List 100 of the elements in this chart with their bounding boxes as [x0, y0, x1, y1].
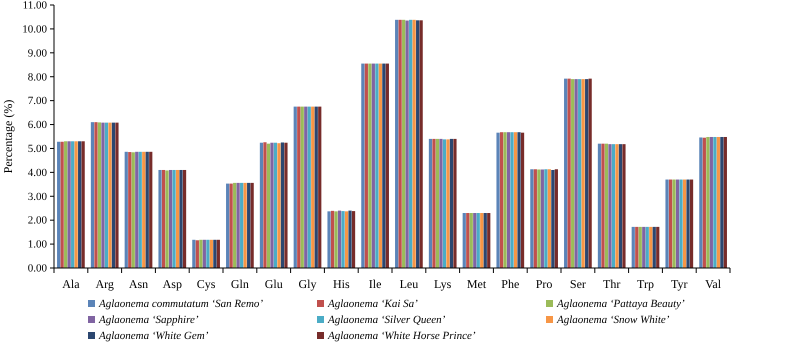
- bar: [548, 169, 551, 268]
- bar: [710, 136, 713, 268]
- bar: [690, 180, 694, 268]
- bar: [520, 132, 524, 268]
- bar: [672, 180, 676, 268]
- bar: [568, 78, 571, 268]
- bar: [398, 20, 402, 268]
- bar: [60, 142, 64, 268]
- bar: [601, 144, 605, 268]
- bar: [368, 64, 372, 268]
- bar: [622, 144, 626, 268]
- y-tick-label: 0.00: [28, 262, 48, 275]
- bar: [578, 79, 582, 268]
- y-tick-label: 3.00: [28, 190, 48, 203]
- bar: [104, 122, 108, 268]
- x-tick-label: Phe: [501, 277, 520, 291]
- bar: [108, 122, 112, 268]
- bar: [90, 122, 94, 268]
- bar: [348, 210, 352, 268]
- bar: [284, 142, 288, 268]
- bar: [82, 141, 85, 268]
- bar: [665, 180, 669, 268]
- y-tick-label: 5.00: [28, 142, 48, 155]
- x-tick-label: Glu: [264, 277, 283, 291]
- legend-label: Aglaonema ‘Sapphire’: [98, 314, 199, 326]
- bar: [480, 213, 484, 268]
- bar: [250, 182, 254, 268]
- bar: [182, 170, 186, 268]
- y-tick-label: 8.00: [28, 71, 48, 84]
- bar: [574, 79, 578, 268]
- bar: [68, 141, 71, 268]
- legend-label: Aglaonema ‘Snow White’: [556, 314, 670, 326]
- bar: [334, 211, 338, 268]
- bar: [378, 64, 382, 268]
- bar: [338, 210, 342, 268]
- bar: [530, 169, 534, 268]
- bar: [702, 138, 706, 268]
- x-tick-label: Tyr: [671, 277, 688, 291]
- bar: [484, 213, 487, 268]
- bar: [196, 240, 199, 268]
- bar: [179, 170, 183, 268]
- bar: [263, 142, 267, 268]
- bar: [341, 211, 345, 268]
- bar: [466, 213, 470, 268]
- bar: [210, 240, 213, 268]
- bar: [352, 211, 356, 268]
- bar: [571, 79, 574, 268]
- bar: [612, 144, 616, 268]
- x-tick-label: Asp: [162, 277, 182, 291]
- bar: [94, 122, 98, 268]
- bar: [192, 240, 196, 268]
- bar: [176, 170, 180, 268]
- bar: [540, 169, 544, 268]
- bar: [402, 20, 406, 268]
- bar: [395, 20, 398, 268]
- bar: [124, 152, 128, 268]
- bar: [270, 142, 274, 268]
- bar: [706, 136, 710, 268]
- bar: [71, 141, 74, 268]
- bar: [473, 213, 476, 268]
- bar: [260, 142, 264, 268]
- bar: [101, 122, 105, 268]
- legend-label: Aglaonema commutatum ‘San Remo’: [98, 298, 264, 310]
- bar: [135, 152, 138, 268]
- y-tick-label: 7.00: [28, 95, 48, 108]
- bar: [247, 182, 250, 268]
- x-tick-label: Ala: [62, 277, 80, 291]
- bar: [138, 152, 142, 268]
- bar: [442, 139, 446, 268]
- bar: [372, 64, 375, 268]
- bar: [638, 226, 642, 268]
- bar: [652, 226, 656, 268]
- bar: [344, 211, 348, 268]
- x-tick-label: Cys: [196, 277, 216, 291]
- bar: [439, 138, 443, 268]
- bar: [676, 180, 680, 268]
- bar: [230, 184, 233, 268]
- legend-label: Aglaonema ‘White Gem’: [98, 330, 209, 342]
- x-tick-label: His: [332, 277, 350, 291]
- bar: [206, 240, 210, 268]
- bar: [585, 79, 588, 268]
- bar: [294, 106, 297, 268]
- bar: [132, 152, 135, 268]
- bar: [476, 213, 480, 268]
- bar: [382, 64, 386, 268]
- bar: [534, 169, 537, 268]
- bar: [216, 240, 220, 268]
- x-tick-label: Asn: [128, 277, 148, 291]
- bar: [428, 138, 432, 268]
- bar: [517, 132, 521, 268]
- bar: [608, 144, 612, 268]
- bar: [57, 142, 60, 268]
- bar: [713, 136, 716, 268]
- bar: [510, 132, 514, 268]
- bar: [297, 106, 300, 268]
- y-tick-label: 6.00: [28, 119, 48, 132]
- bar: [588, 78, 592, 268]
- bar: [503, 132, 507, 268]
- x-tick-label: Trp: [637, 277, 654, 291]
- bar: [165, 170, 169, 268]
